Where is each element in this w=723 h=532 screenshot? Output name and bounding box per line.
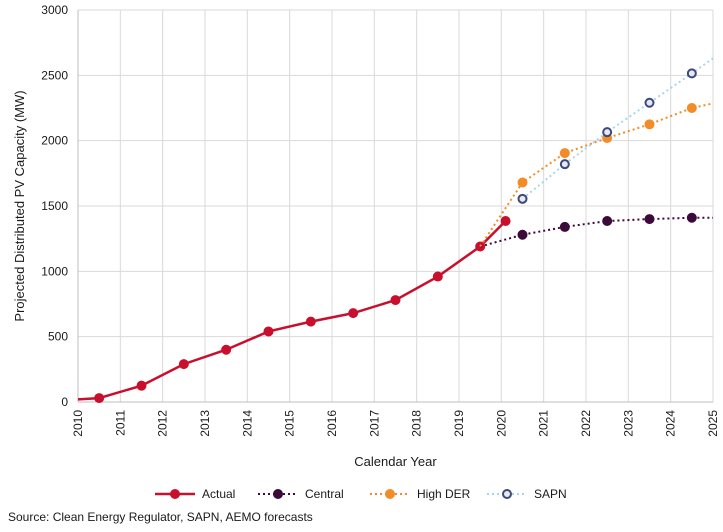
legend-swatch-marker [502, 489, 512, 499]
data-point-actual [221, 344, 232, 355]
data-point-actual [432, 271, 443, 282]
series-line-central [479, 216, 713, 248]
data-point-sapn [517, 193, 528, 204]
data-point-actual [500, 216, 511, 227]
series-actual [77, 216, 511, 404]
series-central [479, 212, 713, 248]
x-axis-title: Calendar Year [354, 454, 437, 469]
data-point-central [517, 229, 528, 240]
data-point-high-der [686, 103, 697, 113]
data-point-central [686, 212, 697, 223]
x-tick-label: 2024 [664, 410, 678, 437]
legend-swatch-marker [170, 489, 180, 499]
legend-label: SAPN [534, 487, 567, 501]
legend-item-central: Central [258, 487, 344, 501]
data-point-actual [263, 326, 274, 337]
data-point-sapn [602, 127, 613, 138]
x-tick-label: 2019 [452, 410, 466, 437]
x-tick-label: 2022 [579, 410, 593, 437]
data-point-high-der [559, 148, 570, 159]
legend-item-high-der: High DER [370, 487, 471, 501]
data-point-sapn [686, 68, 697, 79]
series-sapn [517, 57, 714, 204]
x-tick-label: 2025 [706, 410, 720, 437]
y-tick-label: 500 [48, 330, 68, 344]
series-high-der [479, 102, 714, 248]
x-tick-label: 2016 [325, 410, 339, 437]
data-point-actual [305, 316, 316, 327]
data-point-actual [94, 393, 105, 404]
y-tick-label: 3000 [41, 3, 68, 17]
x-tick-label: 2023 [621, 410, 635, 437]
y-tick-label: 1000 [41, 264, 68, 278]
data-point-central [559, 221, 570, 232]
x-tick-label: 2015 [283, 410, 297, 437]
legend-swatch-marker [385, 489, 395, 499]
data-point-central [644, 214, 655, 225]
data-point-sapn [644, 97, 655, 108]
series-line-high-der [479, 102, 714, 248]
data-point-actual [348, 308, 359, 319]
x-tick-label: 2014 [240, 410, 254, 437]
x-tick-label: 2012 [156, 410, 170, 437]
y-tick-label: 2500 [41, 68, 68, 82]
data-point-high-der [644, 119, 655, 130]
data-point-central [602, 216, 613, 227]
x-tick-label: 2010 [71, 410, 85, 437]
x-tick-label: 2017 [367, 410, 381, 437]
data-point-actual [136, 380, 147, 391]
legend-item-actual: Actual [155, 487, 235, 501]
y-tick-label: 1500 [41, 199, 68, 213]
x-tick-label: 2020 [494, 410, 508, 437]
legend-label: High DER [417, 487, 471, 501]
legend-label: Central [305, 487, 344, 501]
x-tick-label: 2013 [198, 410, 212, 437]
y-tick-label: 2000 [41, 134, 68, 148]
data-point-actual [178, 359, 189, 370]
series-line-sapn [521, 57, 714, 200]
data-point-sapn [559, 159, 570, 170]
series-line-actual [77, 220, 507, 401]
x-tick-label: 2018 [410, 410, 424, 437]
x-tick-label: 2021 [537, 410, 551, 437]
legend-item-sapn: SAPN [487, 487, 567, 501]
gridlines [77, 9, 714, 403]
x-tick-label: 2011 [113, 410, 127, 436]
y-tick-label: 0 [61, 395, 68, 409]
legend-swatch-marker [273, 489, 283, 499]
source-note: Source: Clean Energy Regulator, SAPN, AE… [8, 510, 313, 524]
data-point-high-der [517, 177, 528, 188]
data-point-actual [390, 295, 401, 306]
legend-label: Actual [202, 487, 235, 501]
y-axis-title: Projected Distributed PV Capacity (MW) [12, 90, 27, 321]
